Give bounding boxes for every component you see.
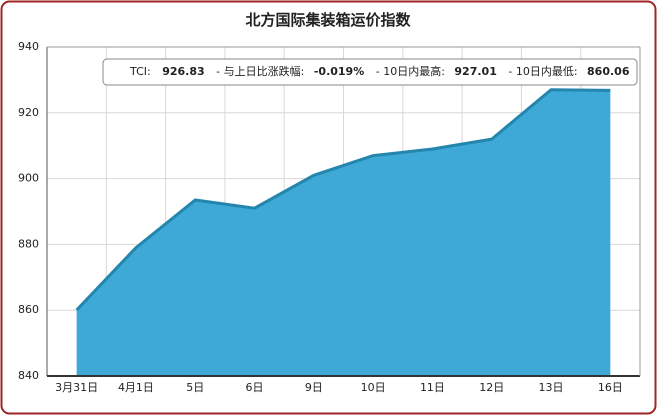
y-tick-label: 840 [18, 369, 39, 382]
x-tick-label: 16日 [598, 381, 623, 394]
annotation: TCI: 926.83 - 与上日比涨跌幅: -0.019% - 10日内最高:… [102, 58, 638, 86]
annotation-box [102, 58, 638, 86]
x-tick-label: 11日 [420, 381, 445, 394]
label: - 与上日比涨跌幅: [216, 64, 304, 78]
x-tick-label: 6日 [246, 381, 264, 394]
value: 926.83 [162, 65, 204, 78]
line [75, 88, 611, 312]
plot: 840 860 880 900 920 940 3月31日 4月1日 5日 6日 9日 10日 11日 1… [18, 40, 641, 394]
x-tick-label: 4月1日 [118, 381, 154, 394]
chart-title: 北方国际集装箱运价指数 [245, 11, 411, 29]
value: 927.01 [454, 65, 496, 78]
area [76, 89, 611, 377]
y-tick-label: 940 [18, 40, 39, 53]
x-tick-label: 9日 [305, 381, 323, 394]
x-tick-label: 10日 [361, 381, 386, 394]
value: 860.06 [587, 65, 630, 78]
y-tick-label: 860 [18, 303, 39, 316]
x-tick-label: 13日 [539, 381, 564, 394]
label: TCI: [129, 65, 151, 78]
y-tick-label: 920 [18, 106, 39, 119]
x-tick-label: 3月31日 [55, 381, 98, 394]
y-tick-label: 880 [18, 237, 39, 250]
annotation-text: TCI: 926.83 - 与上日比涨跌幅: -0.019% - 10日内最高:… [129, 64, 630, 78]
label: - 10日内最低: [508, 64, 577, 78]
x-tick-label: 12日 [479, 381, 504, 394]
y-tick-label: 900 [18, 172, 39, 185]
x-tick-label: 5日 [186, 381, 204, 394]
label: - 10日内最高: [376, 64, 445, 78]
value: -0.019% [314, 65, 364, 78]
